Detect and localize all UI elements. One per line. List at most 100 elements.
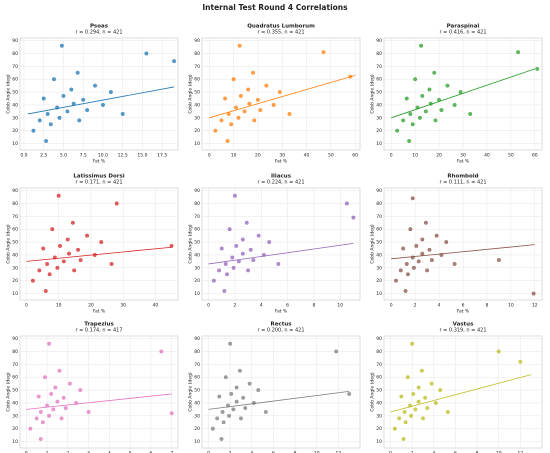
point — [229, 122, 234, 127]
point — [30, 278, 35, 283]
point — [344, 201, 349, 206]
panel-title: Rectus — [270, 322, 292, 328]
point — [392, 426, 397, 431]
point — [468, 112, 473, 116]
point — [55, 399, 60, 404]
y-tick-label: 40 — [194, 252, 200, 258]
point — [264, 83, 269, 88]
x-tick-label: 12.5 — [118, 153, 128, 159]
point — [334, 349, 339, 354]
y-tick-label: 70 — [376, 64, 382, 70]
plot-area — [201, 187, 361, 301]
y-tick-label: 70 — [12, 64, 18, 70]
point — [251, 258, 256, 263]
x-tick-label: 6 — [150, 451, 153, 453]
point — [403, 289, 408, 293]
y-tick-label: 50 — [12, 388, 18, 394]
y-tick-label: 90 — [12, 336, 18, 342]
point — [53, 385, 58, 390]
y-tick-label: 80 — [376, 349, 382, 355]
y-tick-label: 50 — [376, 90, 382, 96]
point — [56, 193, 61, 198]
point — [109, 262, 114, 266]
point — [219, 118, 224, 123]
y-tick-label: 80 — [12, 51, 18, 57]
point — [41, 246, 46, 251]
point — [63, 406, 68, 411]
point — [234, 385, 239, 390]
x-tick-label: 0 — [25, 303, 28, 309]
panel-subtitle: r = 0.111, n = 421 — [440, 180, 487, 186]
point — [227, 227, 232, 232]
point — [210, 426, 215, 431]
y-tick-label: 70 — [194, 362, 200, 368]
point — [413, 77, 418, 82]
y-axis-label: Cobb Angle (deg) — [370, 224, 376, 264]
point — [120, 112, 125, 116]
point — [100, 102, 105, 107]
point — [398, 268, 403, 273]
x-tick-label: 40 — [484, 153, 490, 159]
point — [65, 237, 70, 242]
point — [221, 420, 226, 425]
y-tick-label: 80 — [12, 349, 18, 355]
y-tick-label: 20 — [12, 426, 18, 432]
x-tick-label: 0 — [25, 451, 28, 453]
point — [518, 359, 523, 364]
point — [114, 201, 119, 206]
y-tick-label: 60 — [12, 227, 18, 233]
y-tick-label: 10 — [376, 439, 382, 445]
x-tick-label: 20 — [255, 153, 261, 159]
y-axis-label: Cobb Angle (deg) — [6, 224, 12, 264]
y-tick-label: 90 — [376, 188, 382, 194]
x-tick-label: 40 — [153, 303, 159, 309]
y-tick-label: 50 — [194, 388, 200, 394]
x-tick-label: 0.0 — [20, 153, 27, 159]
x-tick-label: 4 — [108, 451, 111, 453]
point — [410, 341, 415, 346]
point — [445, 83, 450, 88]
y-tick-label: 10 — [12, 291, 18, 297]
plot-area — [19, 335, 179, 449]
y-tick-label: 60 — [376, 77, 382, 83]
y-tick-label: 20 — [12, 128, 18, 134]
point — [61, 93, 66, 98]
point — [407, 139, 412, 143]
x-tick-label: 30 — [120, 303, 126, 309]
point — [50, 227, 55, 232]
point — [419, 43, 424, 48]
point — [420, 251, 425, 256]
point — [516, 50, 521, 55]
y-tick-label: 50 — [194, 240, 200, 246]
panel-title: Trapezius — [84, 322, 114, 328]
x-tick-label: 0 — [207, 451, 210, 453]
x-tick-label: 30 — [460, 153, 466, 159]
point — [223, 262, 228, 266]
point — [411, 391, 416, 396]
y-tick-label: 90 — [376, 336, 382, 342]
point — [47, 413, 52, 418]
point — [321, 50, 326, 55]
y-tick-label: 60 — [12, 77, 18, 83]
plot-area — [19, 37, 179, 151]
point — [239, 416, 243, 421]
x-tick-label: 10.0 — [98, 153, 108, 159]
point — [85, 233, 90, 238]
point — [351, 215, 356, 220]
y-tick-label: 10 — [12, 141, 18, 147]
point — [401, 246, 406, 251]
point — [217, 268, 222, 273]
point — [425, 406, 430, 411]
y-tick-label: 10 — [194, 439, 200, 445]
point — [405, 375, 410, 380]
point — [44, 139, 49, 143]
y-axis-label: Cobb Angle (deg) — [6, 74, 12, 114]
trend-line — [209, 74, 356, 119]
point — [263, 410, 268, 414]
point — [43, 289, 48, 293]
y-tick-label: 20 — [12, 278, 18, 284]
x-tick-label: 0 — [208, 153, 211, 159]
figure-title: Internal Test Round 4 Correlations — [202, 3, 348, 12]
trend-line — [208, 390, 350, 410]
